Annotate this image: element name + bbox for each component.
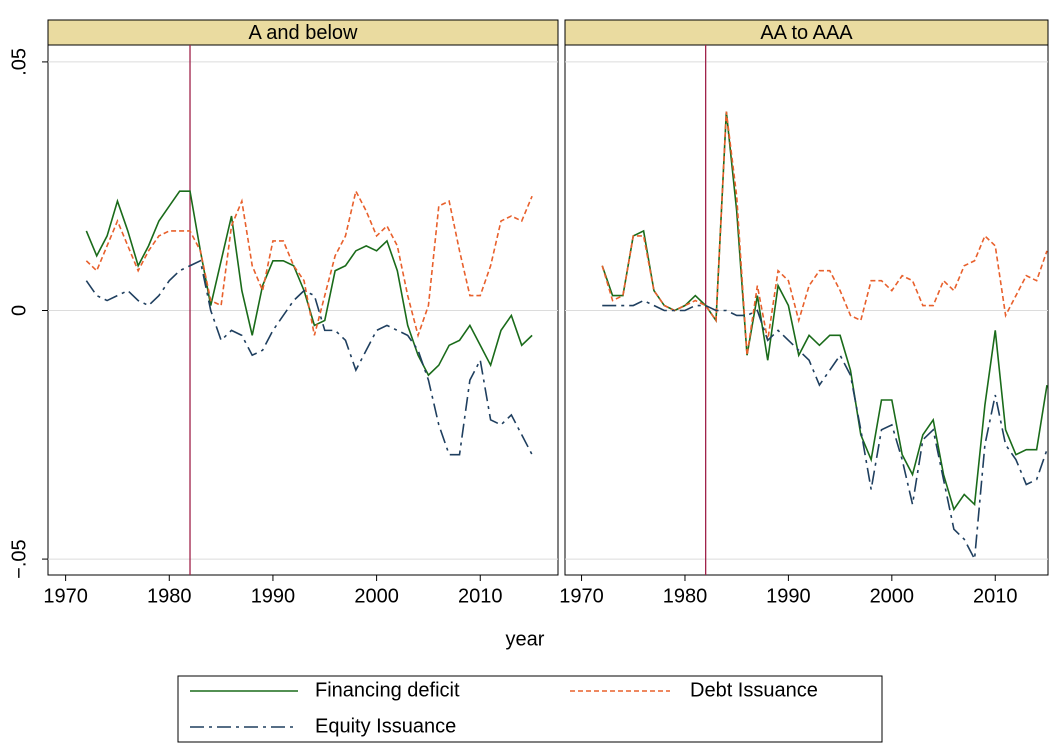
x-tick-label: 1990 xyxy=(766,585,811,607)
series-line xyxy=(85,188,533,339)
x-tick-label: 2010 xyxy=(458,585,503,607)
panel-title: AA to AAA xyxy=(760,22,853,44)
x-tick-label: 2010 xyxy=(973,585,1018,607)
x-tick-label: 1980 xyxy=(147,585,192,607)
x-tick-label: 1990 xyxy=(251,585,296,607)
y-tick-label: −.05 xyxy=(8,539,30,578)
panel-header xyxy=(47,19,559,46)
legend-label: Equity Issuance xyxy=(315,715,456,737)
panel-header xyxy=(564,19,1049,46)
x-tick-label: 1970 xyxy=(43,585,88,607)
x-tick-label: 1980 xyxy=(663,585,708,607)
series-line xyxy=(85,259,533,456)
legend-label: Financing deficit xyxy=(315,679,460,701)
x-axis-label: year xyxy=(506,628,545,650)
series-line xyxy=(85,190,533,377)
series-line xyxy=(602,299,1048,562)
legend-label: Debt Issuance xyxy=(690,679,818,701)
y-tick-label: .05 xyxy=(8,48,30,76)
x-tick-label: 2000 xyxy=(354,585,399,607)
x-tick-label: 2000 xyxy=(870,585,915,607)
series-line xyxy=(601,111,1048,356)
legend xyxy=(177,675,883,743)
panel-title: A and below xyxy=(249,22,359,44)
series-line xyxy=(601,111,1048,512)
x-tick-label: 1970 xyxy=(559,585,604,607)
y-tick-label: 0 xyxy=(8,305,30,316)
